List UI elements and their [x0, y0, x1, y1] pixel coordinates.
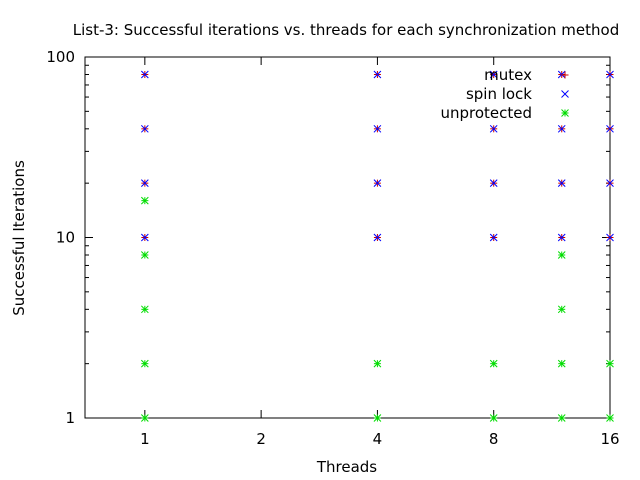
data-point [140, 124, 149, 133]
data-point [557, 179, 566, 188]
legend-label: unprotected [440, 104, 532, 122]
x-axis: 1 2 4 8 16 [140, 57, 620, 448]
data-point [557, 70, 566, 79]
x-axis-label: Threads [316, 458, 377, 476]
y-axis-label: Successful Iterations [10, 160, 28, 316]
data-point [557, 251, 566, 259]
data-point [140, 414, 149, 422]
data-point [557, 233, 566, 242]
data-point [606, 359, 614, 368]
data-point [140, 70, 149, 79]
data-point [140, 179, 149, 188]
data-point [140, 251, 149, 259]
chart-title: List-3: Successful iterations vs. thread… [73, 21, 620, 39]
data-point [606, 124, 614, 133]
legend-marker [561, 90, 569, 98]
data-point [489, 124, 498, 133]
data-point [140, 196, 149, 205]
data-point [489, 233, 498, 242]
data-point [606, 414, 614, 422]
data-point [557, 124, 566, 133]
legend-label: mutex [484, 66, 532, 84]
data-point [373, 70, 382, 79]
data-point [373, 179, 382, 188]
data-point [489, 359, 498, 368]
data-point [557, 359, 566, 368]
data-point [373, 359, 382, 368]
data-point [489, 414, 498, 422]
legend-marker [561, 109, 569, 117]
data-point [606, 233, 614, 242]
data-point [489, 179, 498, 188]
data-point [373, 414, 382, 422]
y-tick-label: 10 [56, 229, 75, 247]
y-tick-label: 100 [46, 48, 75, 66]
series-mutex [141, 70, 614, 241]
data-series [140, 70, 614, 422]
series-unprotected [140, 196, 614, 422]
data-point [140, 305, 149, 314]
x-tick-label: 16 [600, 430, 619, 448]
data-point [557, 414, 566, 422]
y-tick-label: 1 [65, 409, 75, 427]
data-point [373, 124, 382, 133]
x-tick-label: 4 [373, 430, 383, 448]
data-point [606, 179, 614, 188]
data-point [489, 70, 498, 79]
legend-marker [561, 71, 569, 79]
data-point [557, 305, 566, 314]
x-tick-label: 1 [140, 430, 150, 448]
legend-label: spin lock [466, 85, 532, 103]
data-point [606, 70, 614, 79]
series-spin-lock [140, 70, 614, 242]
data-point [140, 233, 149, 242]
x-tick-label: 8 [489, 430, 499, 448]
x-tick-label: 2 [256, 430, 266, 448]
data-point [140, 359, 149, 368]
data-point [373, 233, 382, 242]
